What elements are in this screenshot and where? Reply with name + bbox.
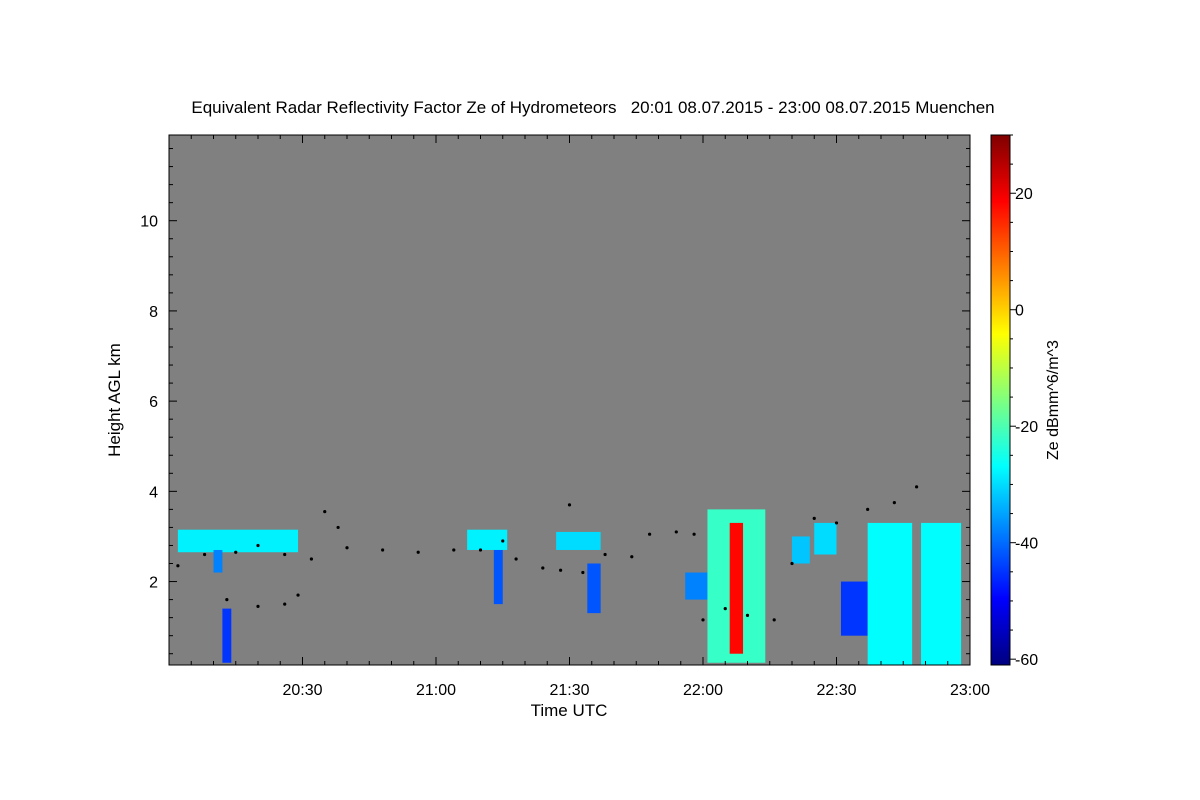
colorbar-tick-label: 0 bbox=[1015, 303, 1024, 320]
cloud-base-point bbox=[772, 618, 776, 622]
cloud-base-point bbox=[834, 521, 839, 525]
cloud-base-point bbox=[790, 561, 794, 566]
x-axis-label: Time UTC bbox=[531, 701, 608, 720]
cloud-base-point bbox=[514, 557, 518, 561]
echo-region bbox=[556, 531, 601, 550]
plot-background bbox=[169, 135, 970, 665]
cloud-base-point bbox=[283, 552, 287, 557]
y-tick-label: 6 bbox=[149, 394, 158, 411]
cloud-base-point bbox=[541, 566, 545, 570]
cloud-base-point bbox=[567, 503, 572, 507]
echo-region bbox=[685, 572, 708, 600]
chart-title: Equivalent Radar Reflectivity Factor Ze … bbox=[191, 98, 995, 117]
cloud-base-point bbox=[323, 510, 327, 514]
colorbar-tick-label: -60 bbox=[1015, 652, 1038, 669]
cloud-base-point bbox=[501, 539, 505, 543]
echo-region bbox=[467, 529, 508, 550]
colorbar-tick-label: -20 bbox=[1015, 419, 1038, 436]
cloud-base-point bbox=[812, 516, 816, 521]
echo-region bbox=[177, 529, 299, 553]
cloud-base-point bbox=[381, 548, 385, 552]
echo-region bbox=[729, 522, 744, 654]
x-tick-label: 21:00 bbox=[416, 682, 456, 699]
cloud-base-point bbox=[674, 530, 678, 534]
cloud-base-point bbox=[225, 597, 229, 602]
cloud-base-point bbox=[296, 593, 300, 597]
echo-region bbox=[840, 581, 868, 636]
x-tick-label: 22:30 bbox=[816, 682, 856, 699]
cloud-base-point bbox=[256, 543, 260, 548]
echo-region bbox=[587, 563, 601, 614]
x-tick-label: 20:30 bbox=[282, 682, 322, 699]
echo-region bbox=[222, 608, 232, 663]
cloud-base-point bbox=[892, 501, 896, 505]
x-tick-label: 23:00 bbox=[950, 682, 990, 699]
y-tick-label: 2 bbox=[149, 575, 158, 592]
cloud-base-point bbox=[745, 613, 750, 617]
cloud-base-point bbox=[203, 552, 207, 557]
cloud-base-point bbox=[256, 604, 260, 608]
y-axis-label: Height AGL km bbox=[105, 343, 124, 457]
cloud-base-point bbox=[452, 548, 456, 552]
cloud-base-point bbox=[345, 546, 349, 550]
cloud-base-point bbox=[416, 550, 420, 554]
cloud-base-point bbox=[478, 548, 483, 552]
x-tick-label: 22:00 bbox=[683, 682, 723, 699]
cloud-base-point bbox=[630, 555, 634, 559]
cloud-base-point bbox=[603, 552, 607, 557]
echo-region bbox=[213, 549, 223, 573]
cloud-base-point bbox=[309, 557, 313, 561]
echo-region bbox=[867, 522, 913, 665]
echo-region bbox=[814, 522, 837, 555]
y-tick-label: 4 bbox=[149, 484, 158, 501]
cloud-base-point bbox=[692, 532, 696, 536]
cloud-base-point bbox=[336, 525, 340, 530]
echo-region bbox=[921, 522, 962, 665]
echo-region bbox=[792, 536, 810, 564]
colorbar-tick-label: 20 bbox=[1015, 186, 1033, 203]
colorbar-tick-label: -40 bbox=[1015, 536, 1038, 553]
cloud-base-point bbox=[559, 568, 563, 572]
y-tick-label: 8 bbox=[149, 304, 158, 321]
cloud-base-point bbox=[701, 618, 705, 622]
colorbar bbox=[990, 134, 1011, 666]
x-tick-label: 21:30 bbox=[549, 682, 589, 699]
cloud-base-point bbox=[176, 564, 180, 568]
cloud-base-point bbox=[283, 602, 287, 606]
cloud-base-point bbox=[723, 607, 727, 611]
cloud-base-point bbox=[866, 507, 870, 511]
cloud-base-point bbox=[915, 485, 919, 489]
cloud-base-point bbox=[648, 532, 652, 536]
echo-region bbox=[493, 549, 503, 605]
cloud-base-point bbox=[581, 570, 585, 575]
colorbar-label: Ze dBmm^6/m^3 bbox=[1045, 340, 1062, 460]
cloud-base-point bbox=[234, 550, 238, 554]
y-tick-label: 10 bbox=[140, 214, 158, 231]
